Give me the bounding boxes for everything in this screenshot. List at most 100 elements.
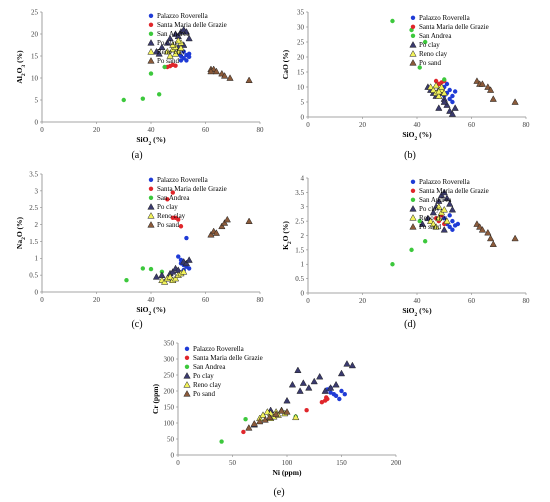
y-tick-label: 0 (35, 288, 39, 296)
data-point (226, 74, 234, 81)
data-point (440, 89, 448, 96)
y-tick-label: 25 (297, 38, 305, 46)
panel-caption: (e) (273, 487, 284, 498)
legend-marker-palazzo (148, 177, 154, 182)
data-point (148, 266, 154, 272)
data-point (304, 408, 309, 413)
data-point (207, 230, 215, 238)
legend-label: Santa Maria delle Grazie (193, 354, 263, 362)
data-point (283, 396, 291, 404)
y-tick-label: 2 (301, 232, 305, 240)
data-point (473, 220, 481, 227)
legend-marker-posand (409, 223, 417, 230)
y-tick-label: 3 (301, 203, 305, 211)
y-axis-label: K2O (%) (281, 221, 293, 250)
series-renoclay (427, 203, 451, 230)
series-renoclay (427, 81, 448, 99)
data-point (324, 395, 329, 400)
x-tick-label: 150 (336, 459, 347, 467)
data-point (442, 216, 447, 221)
data-point (212, 229, 221, 236)
x-tick-label: 80 (257, 296, 265, 304)
y-tick-label: 20 (297, 53, 305, 61)
data-point (440, 188, 448, 196)
legend-marker-poclay (183, 372, 191, 379)
series-posand (207, 65, 253, 84)
legend-marker-sanandrea (148, 31, 154, 36)
data-point (140, 266, 146, 271)
y-tick-label: 200 (164, 387, 175, 395)
data-point (220, 219, 229, 226)
legend-label: San Andrea (157, 194, 190, 202)
data-point (429, 220, 437, 227)
legend-label: Po sand (419, 59, 441, 67)
chart-panel-e: 0 50 100 150 200 250 300 350 0 50 100 150 200 Ni (ppm… (151, 339, 402, 498)
data-point (155, 50, 163, 57)
chart-panel-c: 0 0.5 1 1.5 2 2.5 3 3.5 0 20 40 60 80 SiO2 (%) Na2O (%… (15, 170, 264, 330)
legend-marker-santa (410, 24, 416, 29)
legend-label: Reno clay (157, 212, 186, 220)
data-point (178, 224, 184, 229)
legend-marker-poclay (147, 39, 155, 46)
data-point (212, 67, 221, 75)
data-point (328, 390, 333, 395)
legend-marker-sanandrea (410, 33, 416, 38)
x-tick-label: 60 (468, 297, 476, 305)
data-point (294, 366, 302, 374)
data-point (473, 77, 481, 84)
y-tick-label: 1.5 (29, 238, 38, 246)
y-tick-label: 3 (35, 187, 39, 195)
data-point (450, 99, 455, 105)
data-point (156, 92, 162, 97)
data-point (207, 67, 215, 75)
data-point (511, 98, 519, 105)
data-point (433, 78, 439, 84)
data-point (165, 197, 170, 202)
legend-label: Palazzo Roverella (157, 12, 209, 20)
data-point (185, 34, 193, 42)
data-point (299, 379, 307, 386)
data-point (447, 87, 452, 93)
x-axis-label: SiO2 (%) (402, 306, 432, 318)
data-point (337, 369, 346, 377)
data-point (390, 18, 395, 24)
data-point (337, 396, 342, 402)
data-point (176, 254, 181, 259)
x-tick-label: 0 (306, 121, 310, 129)
data-point (437, 83, 446, 90)
data-point (429, 208, 437, 216)
series-posand (207, 215, 253, 238)
y-tick-label: 5 (301, 98, 305, 106)
data-point (171, 50, 180, 57)
y-tick-label: 15 (297, 68, 305, 76)
x-tick-label: 0 (176, 459, 180, 467)
legend-label: Po sand (157, 221, 179, 229)
x-tick-label: 40 (414, 121, 422, 129)
y-axis-label: Na2O (%) (15, 216, 27, 249)
legend-label: Santa Maria delle Grazie (157, 21, 227, 29)
data-point (182, 259, 191, 267)
data-point (446, 200, 454, 207)
data-point (176, 217, 181, 222)
data-point (446, 107, 454, 114)
data-point (158, 43, 166, 51)
x-axis-label: Ni (ppm) (273, 468, 302, 477)
legend-label: Po clay (419, 41, 440, 49)
data-point (450, 218, 455, 224)
y-axis-label: Cr (ppm) (151, 383, 160, 414)
data-point (186, 266, 192, 271)
data-point (409, 247, 414, 253)
x-tick-label: 20 (93, 296, 101, 304)
data-point (161, 278, 169, 285)
chart-panel-a: 0 5 10 15 20 25 0 20 40 60 80 SiO2 (%) Al2O3 (%) Pala… (15, 8, 264, 161)
y-tick-label: 3.5 (29, 170, 38, 178)
legend-marker-poclay (409, 41, 417, 48)
data-point (448, 110, 457, 117)
data-point (319, 400, 325, 405)
data-point (444, 81, 450, 87)
legend-marker-posand (409, 59, 417, 66)
y-tick-label: 2 (35, 221, 39, 229)
